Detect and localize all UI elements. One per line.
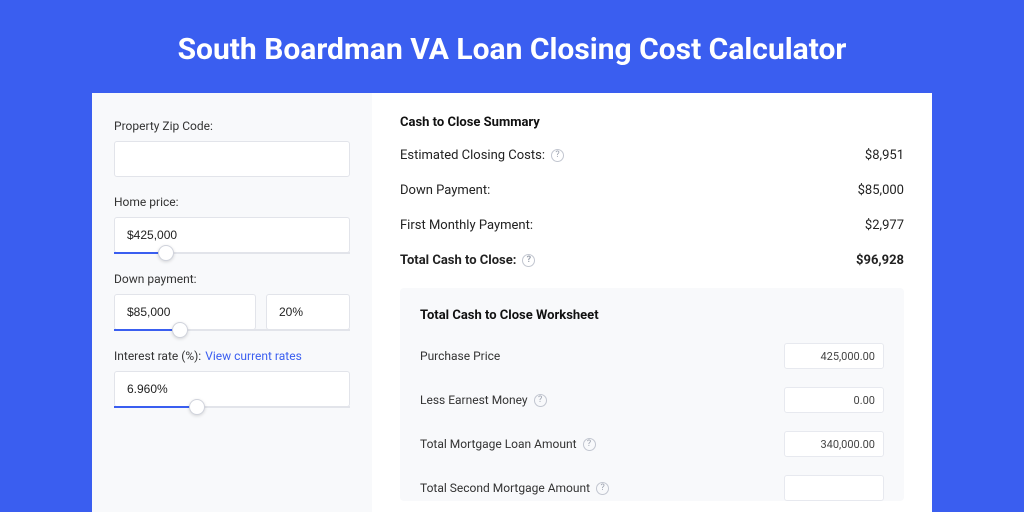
worksheet-row-earnest-money: Less Earnest Money ? 0.00 — [420, 387, 884, 413]
home-price-label: Home price: — [114, 195, 350, 209]
summary-label: Total Cash to Close: — [400, 253, 516, 268]
help-icon[interactable]: ? — [522, 254, 535, 267]
results-pane: Cash to Close Summary Estimated Closing … — [372, 93, 932, 512]
interest-label-row: Interest rate (%): View current rates — [114, 349, 350, 363]
down-payment-slider[interactable] — [114, 329, 350, 331]
summary-title: Cash to Close Summary — [400, 115, 904, 130]
summary-value: $85,000 — [858, 183, 904, 198]
down-payment-pct-input[interactable] — [266, 294, 350, 330]
worksheet-panel: Total Cash to Close Worksheet Purchase P… — [400, 288, 904, 501]
summary-row-monthly-payment: First Monthly Payment: $2,977 — [400, 218, 904, 233]
interest-slider-fill — [114, 406, 197, 408]
down-payment-group: Down payment: — [114, 272, 350, 331]
summary-value: $96,928 — [856, 253, 904, 268]
summary-row-total: Total Cash to Close: ? $96,928 — [400, 253, 904, 268]
summary-label: Down Payment: — [400, 183, 490, 198]
help-icon[interactable]: ? — [551, 149, 564, 162]
inputs-sidebar: Property Zip Code: Home price: Down paym… — [92, 93, 372, 512]
summary-row-closing-costs: Estimated Closing Costs: ? $8,951 — [400, 148, 904, 163]
summary-label: First Monthly Payment: — [400, 218, 533, 233]
help-icon[interactable]: ? — [583, 438, 596, 451]
home-price-group: Home price: — [114, 195, 350, 254]
summary-row-down-payment: Down Payment: $85,000 — [400, 183, 904, 198]
summary-value: $8,951 — [865, 148, 904, 163]
home-price-input[interactable] — [114, 217, 350, 253]
worksheet-label: Less Earnest Money — [420, 393, 528, 407]
zip-field-group: Property Zip Code: — [114, 119, 350, 177]
interest-slider-thumb[interactable] — [189, 399, 205, 415]
worksheet-value-input[interactable] — [784, 475, 884, 501]
worksheet-row-mortgage-amount: Total Mortgage Loan Amount ? 340,000.00 — [420, 431, 884, 457]
zip-label: Property Zip Code: — [114, 119, 350, 133]
interest-group: Interest rate (%): View current rates — [114, 349, 350, 408]
worksheet-label: Purchase Price — [420, 349, 500, 363]
interest-input[interactable] — [114, 371, 350, 407]
worksheet-value-input[interactable]: 425,000.00 — [784, 343, 884, 369]
help-icon[interactable]: ? — [534, 394, 547, 407]
down-payment-label: Down payment: — [114, 272, 350, 286]
worksheet-value-input[interactable]: 0.00 — [784, 387, 884, 413]
interest-label: Interest rate (%): — [114, 349, 201, 363]
help-icon[interactable]: ? — [596, 482, 609, 495]
worksheet-row-second-mortgage: Total Second Mortgage Amount ? — [420, 475, 884, 501]
home-price-slider[interactable] — [114, 252, 350, 254]
down-payment-slider-fill — [114, 329, 180, 331]
page-title: South Boardman VA Loan Closing Cost Calc… — [0, 0, 1024, 93]
summary-value: $2,977 — [865, 218, 904, 233]
down-payment-slider-thumb[interactable] — [172, 322, 188, 338]
worksheet-title: Total Cash to Close Worksheet — [420, 308, 884, 323]
worksheet-label: Total Second Mortgage Amount — [420, 481, 590, 495]
worksheet-value-input[interactable]: 340,000.00 — [784, 431, 884, 457]
view-rates-link[interactable]: View current rates — [205, 349, 302, 363]
home-price-slider-thumb[interactable] — [158, 245, 174, 261]
summary-label: Estimated Closing Costs: — [400, 148, 545, 163]
worksheet-label: Total Mortgage Loan Amount — [420, 437, 577, 451]
zip-input[interactable] — [114, 141, 350, 177]
worksheet-row-purchase-price: Purchase Price 425,000.00 — [420, 343, 884, 369]
calculator-panel: Property Zip Code: Home price: Down paym… — [92, 93, 932, 512]
interest-slider[interactable] — [114, 406, 350, 408]
